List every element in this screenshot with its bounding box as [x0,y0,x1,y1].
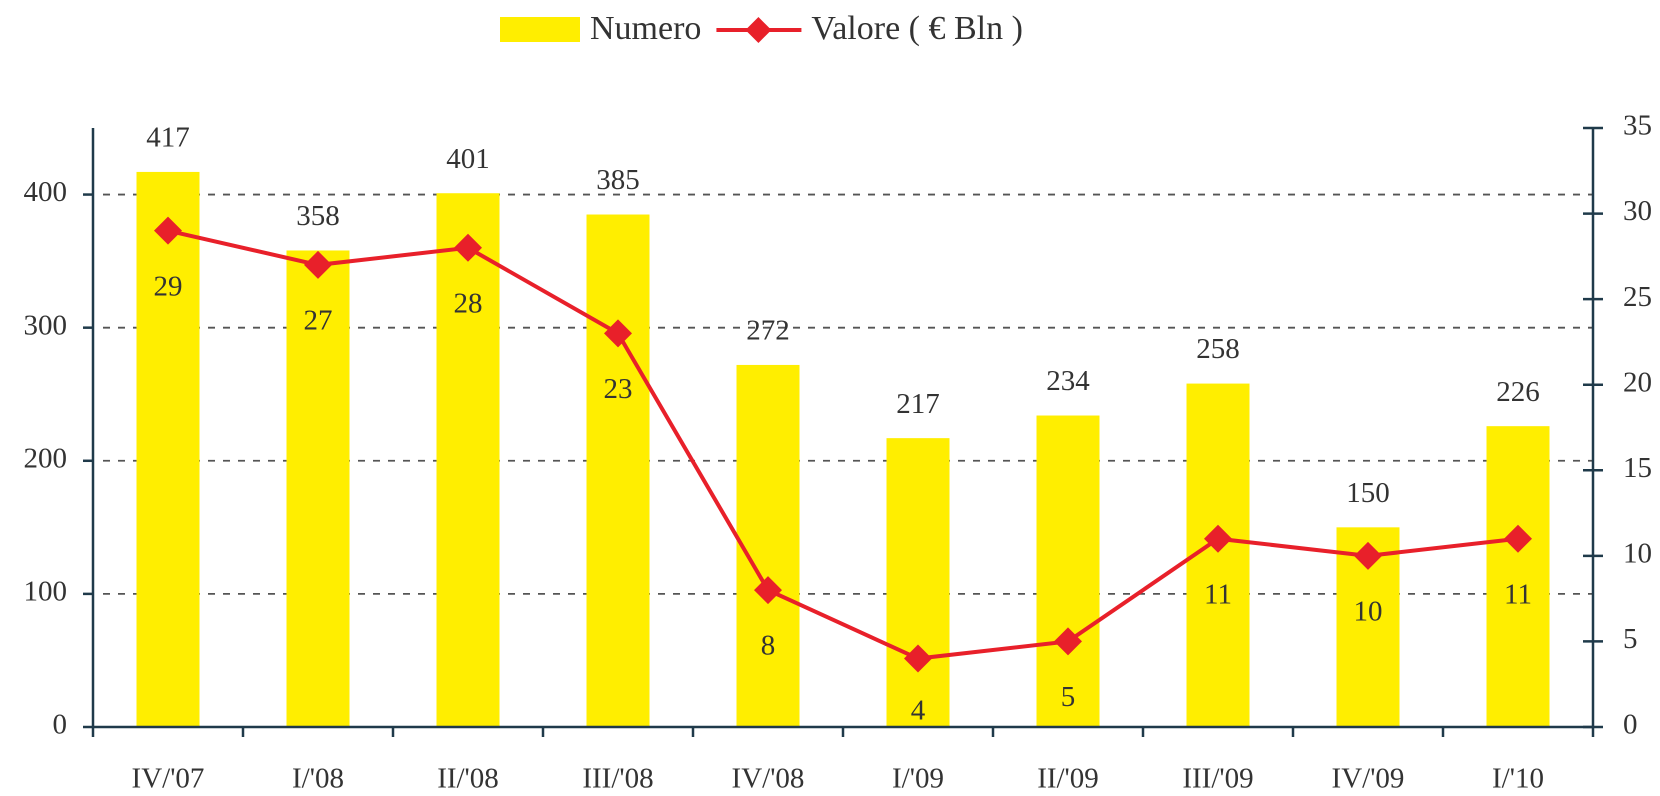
x-tick-label: I/'09 [892,763,944,795]
y2-tick-label: 5 [1623,623,1638,655]
bar [136,171,200,728]
line-marker [904,644,932,673]
line-marker [1354,541,1382,570]
bar-value-label: 217 [896,388,940,420]
line-value-label: 11 [1204,578,1232,610]
y-tick-label: 400 [24,176,68,208]
y2-tick-label: 0 [1623,709,1638,741]
y-tick-label: 100 [24,576,68,608]
y-tick-label: 300 [24,309,68,341]
x-tick-label: IV/'07 [132,763,205,795]
legend-label: Valore ( € Bln ) [811,10,1023,47]
bar-value-label: 234 [1046,365,1090,397]
bar [586,214,650,727]
legend-label: Numero [590,10,701,47]
line-value-label: 23 [604,373,633,405]
y2-tick-label: 35 [1623,110,1652,142]
x-tick-label: I/'08 [292,763,344,795]
line-value-label: 27 [304,305,333,337]
bar [1486,426,1550,727]
line-marker [754,576,782,605]
line-value-label: 4 [911,695,926,727]
line-marker [454,233,482,262]
x-tick-label: II/'09 [1037,763,1099,795]
bar-value-label: 401 [446,143,490,175]
line-value-label: 5 [1061,681,1076,713]
x-tick-label: IV/'09 [1332,763,1405,795]
x-tick-label: I/'10 [1492,763,1544,795]
bar-value-label: 385 [596,164,640,196]
line-marker [1054,627,1082,656]
bar-value-label: 358 [296,200,340,232]
line [167,228,1519,661]
x-tick-label: III/'08 [582,763,653,795]
bar-value-label: 150 [1346,477,1390,509]
bar [736,364,800,727]
bar-value-label: 258 [1196,333,1240,365]
line-marker [154,216,182,245]
bar [886,438,950,727]
y2-tick-label: 25 [1623,281,1652,313]
bar [436,193,500,728]
line-marker [1204,524,1232,553]
y2-tick-label: 20 [1623,366,1652,398]
line-value-label: 8 [761,630,776,662]
y2-tick-label: 30 [1623,195,1652,227]
line-value-label: 10 [1354,596,1383,628]
line-marker [604,319,632,348]
legend-swatch [500,17,580,42]
bar-value-label: 417 [146,122,190,154]
line-value-label: 29 [154,270,183,302]
x-tick-label: IV/'08 [732,763,805,795]
x-tick-label: II/'08 [437,763,499,795]
legend-marker [745,17,772,43]
line-value-label: 28 [454,287,483,319]
y2-tick-label: 15 [1623,452,1652,484]
y-tick-label: 200 [24,442,68,474]
x-tick-label: III/'09 [1182,763,1253,795]
line-marker [1504,524,1532,553]
line-value-label: 11 [1504,578,1532,610]
y2-tick-label: 10 [1623,538,1652,570]
bar [1036,415,1100,727]
bar-value-label: 226 [1496,376,1540,408]
line-marker [304,250,332,279]
y-tick-label: 0 [53,709,68,741]
bar-value-label: 272 [746,315,790,347]
bar [286,250,350,727]
